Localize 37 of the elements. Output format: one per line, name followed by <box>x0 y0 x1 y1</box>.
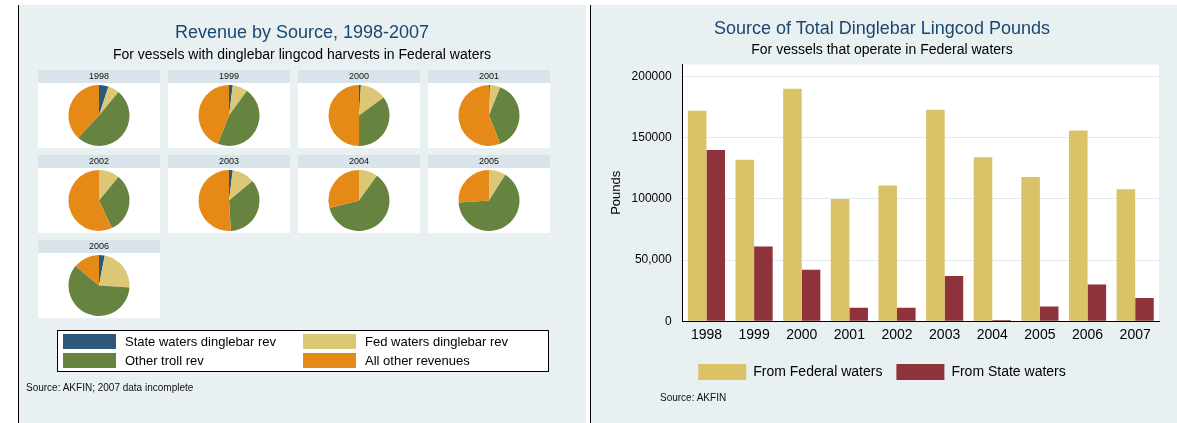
source-note: Source: AKFIN <box>660 392 727 403</box>
chart-title: 2001 <box>428 70 550 83</box>
y-axis-title: Pounds <box>608 170 624 215</box>
legend-label: State waters dinglebar rev <box>125 334 277 349</box>
chart-title: 2003 <box>168 155 290 168</box>
text: For vessels with dinglebar lingcod harvests in Federal waters <box>111 46 493 62</box>
x-tick-label: 2000 <box>786 326 818 343</box>
y-tick-label: 200000 <box>631 68 672 83</box>
y-tick-label: 0 <box>664 313 672 328</box>
chart-title: 2004 <box>298 155 420 168</box>
x-tick-label: 2007 <box>1119 326 1151 343</box>
chart-title: 1998 <box>38 70 160 83</box>
y-tick-label: 150000 <box>631 130 672 145</box>
legend-label: Fed waters dinglebar rev <box>365 334 509 349</box>
x-tick-label: 2003 <box>929 326 961 343</box>
chart-title: 2000 <box>298 70 420 83</box>
x-tick-label: 2002 <box>881 326 913 343</box>
y-tick-label: 50,000 <box>634 252 672 267</box>
legend-label: From Federal waters <box>753 362 883 379</box>
x-tick-label: 2005 <box>1024 326 1056 343</box>
x-tick-label: 2006 <box>1071 326 1104 343</box>
legend-label: All other revenues <box>365 353 470 368</box>
legend-label: Other troll rev <box>125 353 204 368</box>
chart-subtitle: For vessels that operate in Federal waters <box>751 40 1013 57</box>
source-note: Source: AKFIN; 2007 data incomplete <box>26 382 194 393</box>
chart-title: 2006 <box>38 240 160 253</box>
x-tick-label: 2004 <box>976 326 1009 343</box>
legend-label: From State waters <box>951 362 1066 379</box>
chart-title: Source of Total Dinglebar Lingcod Pounds <box>714 17 1050 38</box>
chart-title: 2005 <box>428 155 550 168</box>
x-tick-label: 2001 <box>833 326 866 343</box>
chart-title: 1999 <box>168 70 290 83</box>
x-tick-label: 1998 <box>690 326 723 343</box>
text: Revenue by Source, 1998-2007 <box>173 22 431 43</box>
chart-title: 2002 <box>38 155 160 168</box>
y-tick-label: 100000 <box>631 191 672 206</box>
x-tick-label: 1999 <box>738 326 770 343</box>
